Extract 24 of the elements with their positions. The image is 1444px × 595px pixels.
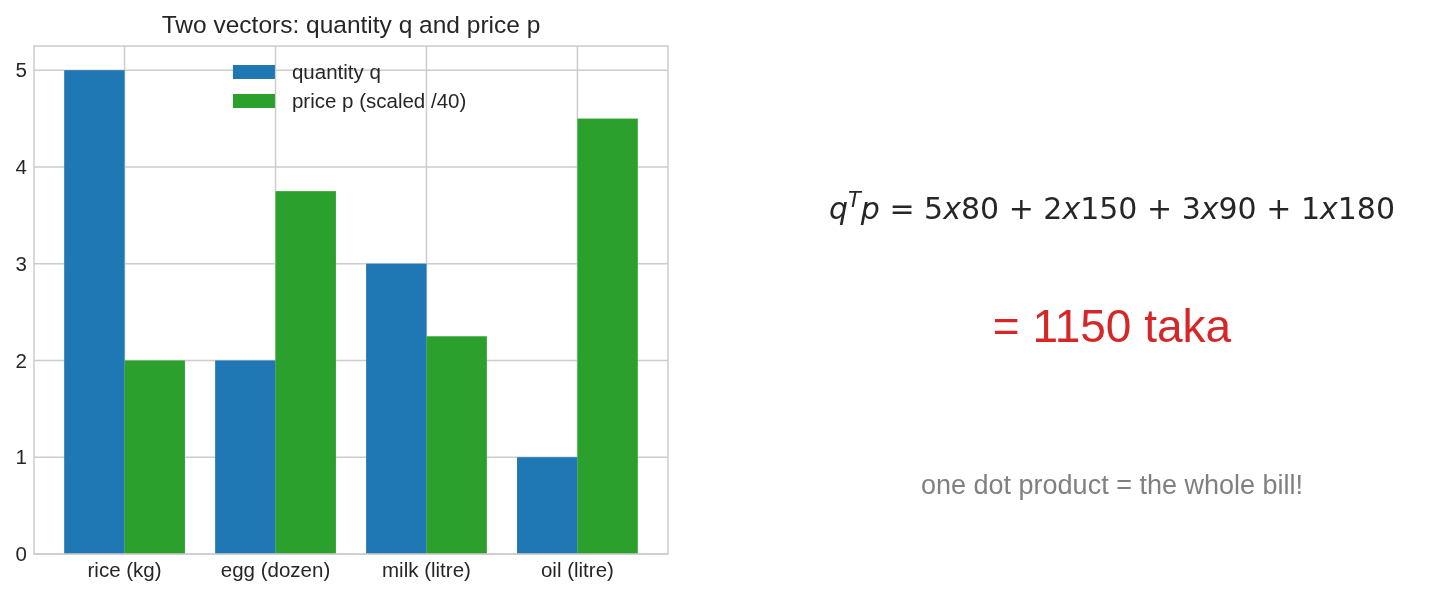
y-tick-label: 0 — [15, 542, 27, 566]
x-tick-label: oil (litre) — [540, 558, 614, 581]
bar — [64, 70, 125, 554]
bar — [426, 336, 487, 554]
text: q$^{T}$p = 5x80 + 2x150 + 3x90 + 1x180 — [828, 188, 1396, 226]
y-tick-label: 1 — [15, 445, 27, 469]
y-tick-label: 5 — [15, 58, 27, 82]
y-tick-label: 4 — [15, 155, 27, 179]
bar — [215, 360, 276, 554]
legend-label: quantity q — [291, 60, 381, 84]
x-tick-label: milk (litre) — [382, 558, 471, 581]
x-tick-label: rice (kg) — [87, 558, 162, 581]
y-tick-label: 3 — [15, 251, 27, 275]
text: = 1150 taka — [992, 300, 1232, 352]
bar — [124, 360, 185, 554]
bar — [366, 263, 427, 554]
y-tick-label: 2 — [15, 348, 27, 372]
chart-title: Two vectors: quantity q and price p — [161, 11, 541, 38]
legend-label: price p (scaled /40) — [291, 89, 467, 113]
bar — [275, 191, 336, 554]
bar — [517, 457, 578, 554]
text: one dot product = the whole bill! — [920, 470, 1304, 500]
x-tick-label: egg (dozen) — [220, 558, 331, 581]
bar — [577, 118, 638, 554]
